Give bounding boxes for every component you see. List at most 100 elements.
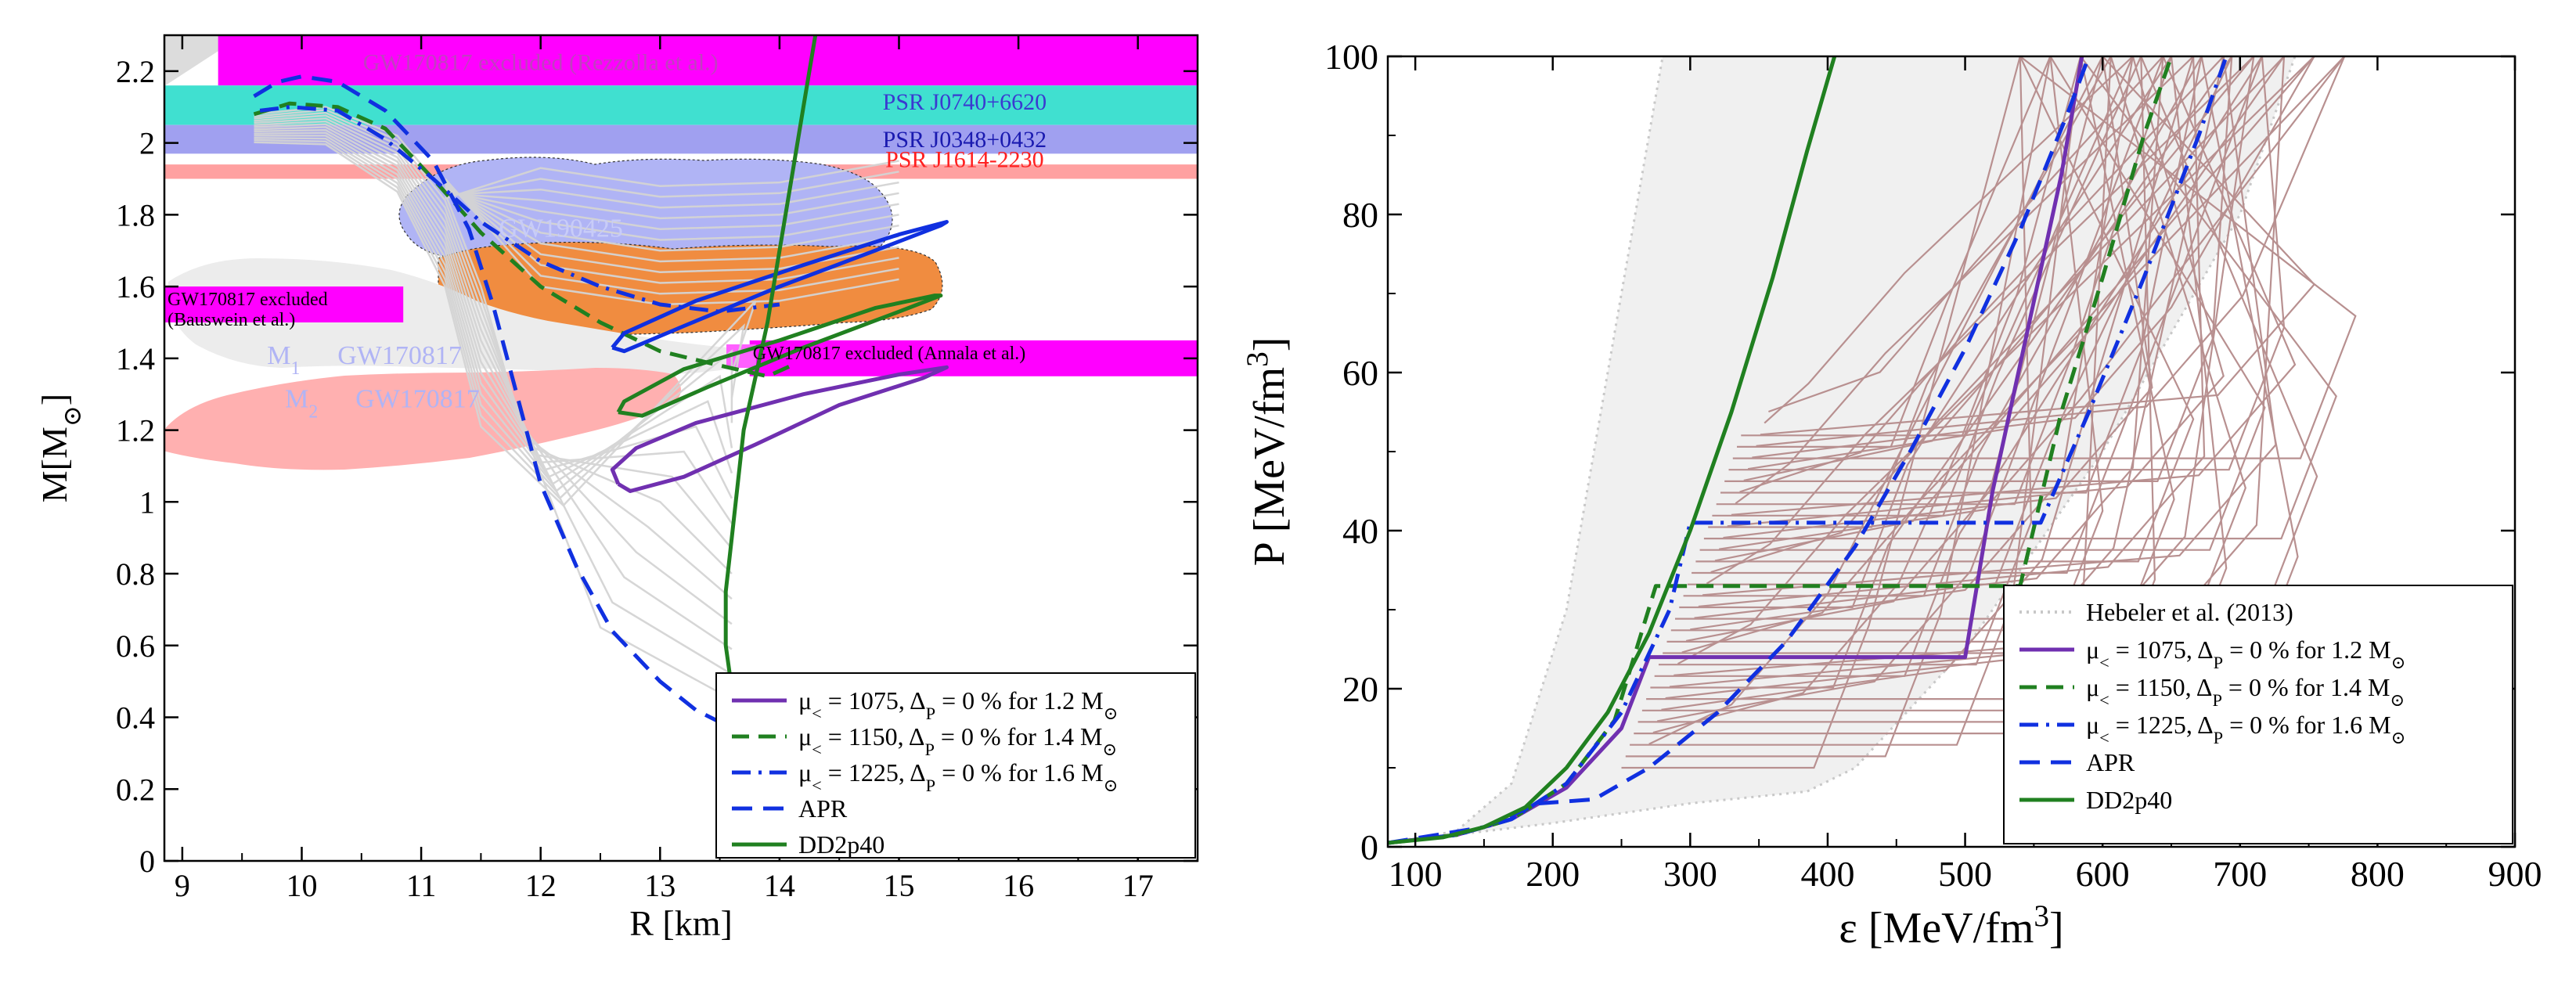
band-label-1: PSR J0740+6620 [883,89,1047,115]
family-line [1657,56,2164,722]
y-tick-label: 0.2 [116,772,155,807]
y-tick-label: 60 [1342,353,1378,393]
excluded-label-1: GW170817 excluded (Annala et al.) [753,344,1026,364]
family-line [1685,56,2104,642]
x-tick-label: 17 [1122,868,1154,903]
family-line [1741,56,2082,437]
family-line [1727,56,2225,528]
y-tick-label: 1.8 [116,197,155,232]
y-axis-label: M[M⊙] [34,394,86,502]
y-tick-label: 0 [1360,827,1378,867]
hebeler-upper-bound [1388,56,1664,844]
y-tick-label: 1 [139,484,155,520]
family-line [1764,56,2134,424]
series-APR [1388,56,2091,845]
mass-radius-legend: μ< = 1075, ΔP = 0 % for 1.2 M⊙μ< = 1150,… [715,672,1196,859]
gw170817-m2-region [164,368,681,470]
family-curve [254,117,733,600]
series-mu1150 [253,101,793,379]
legend-label-DD2p40: DD2p40 [2086,786,2172,814]
band-label-2: PSR J0348+0432 [883,127,1047,153]
legend-label-APR: APR [2086,748,2135,776]
legend-label-DD2p40: DD2p40 [798,830,884,859]
family-line [1714,56,2315,562]
family-curve [445,186,899,252]
series-mu1225 [1388,56,2228,845]
family-curve [445,171,899,198]
y-tick-label: 0 [139,844,155,879]
y-tick-label: 2 [139,126,155,161]
y-tick-label: 1.2 [116,413,155,448]
series-DD2p40 [1388,56,1837,845]
family-line [1724,56,2233,482]
region-label-3: GW170817 [355,384,480,413]
x-axis-label: R [km] [629,903,733,943]
family-line [1756,56,2346,447]
region-label-0: GW190425 [499,214,623,243]
x-tick-label: 9 [175,868,190,903]
y-tick-label: 1.4 [116,341,155,376]
legend-label-mu1225: μ< = 1225, ΔP = 0 % for 1.6 M⊙ [798,758,1118,795]
family-line [1731,56,2297,516]
x-tick-label: 600 [2076,854,2130,894]
eos-family-curves [254,106,899,700]
pressure-energy-panel: 100 200 300 400 500 600 700 800 900 0 20 40 60 80 100 ε… [1241,37,2542,952]
y-tick-label: 100 [1324,37,1378,77]
family-line [1716,56,2173,506]
family-line [1679,56,2172,609]
legend-label-APR: APR [798,794,848,823]
legend-label-Hebeler: Hebeler et al. (2013) [2086,598,2293,626]
y-tick-label: 0.4 [116,700,155,736]
family-curve [445,190,899,230]
legend-label-mu1075: μ< = 1075, ΔP = 0 % for 1.2 M⊙ [798,686,1118,723]
family-line [1747,56,2285,470]
region-label-2: GW170817 [337,341,462,370]
x-tick-label: 11 [406,868,437,903]
family-line [1723,56,2153,539]
family-curve [254,141,757,507]
x-tick-label: 400 [1800,854,1854,894]
y-tick-label: 80 [1342,195,1378,235]
x-tick-label: 500 [1938,854,1992,894]
family-line [1698,56,2206,608]
excluded-label-0-b: (Bauswein et al.) [168,310,295,330]
excluded-label-0: GW170817 excluded [168,290,328,310]
series-DD2p40 [723,35,818,690]
family-curve [445,189,899,241]
family-curve [254,136,733,493]
x-tick-label: 700 [2213,854,2267,894]
x-tick-label: 900 [2488,854,2542,894]
family-line [1768,56,2164,413]
y-tick-label: 2.2 [116,54,155,89]
mass-radius-panel: GW170817 excluded (Rezzolla et al.) PSR J… [34,34,1199,943]
x-tick-label: 800 [2351,854,2405,894]
series-mu1150-loop [616,293,943,418]
family-curve [254,131,733,478]
x-axis-label: ε [MeV/fm3] [1839,899,2063,953]
y-tick-label: 0.6 [116,628,155,664]
family-curve [254,139,745,500]
family-line [1739,56,2225,493]
family-line [1663,56,2104,654]
family-line [1728,56,2286,471]
family-line [1692,56,2263,574]
series-APR [253,74,762,741]
family-line [1712,56,2142,517]
family-line [1695,56,2195,563]
family-curve [445,160,899,200]
band-label-3: PSR J1614-2230 [885,146,1044,172]
y-tick-label: 20 [1342,669,1378,709]
pressure-energy-legend: Hebeler et al. (2013) μ< = 1075, ΔP = 0 %… [2003,585,2513,844]
band-0 [218,35,1198,86]
family-line [1719,56,2346,550]
y-tick-label: 40 [1342,511,1378,551]
family-line [1699,56,2266,551]
family-line [1708,56,2112,528]
region-prefix-2: M1 [267,341,300,379]
family-line [1621,56,2021,769]
x-tick-label: 300 [1663,854,1717,894]
x-tick-label: 200 [1526,854,1580,894]
family-line [1625,56,2052,758]
region-prefix-3: M2 [285,384,318,422]
